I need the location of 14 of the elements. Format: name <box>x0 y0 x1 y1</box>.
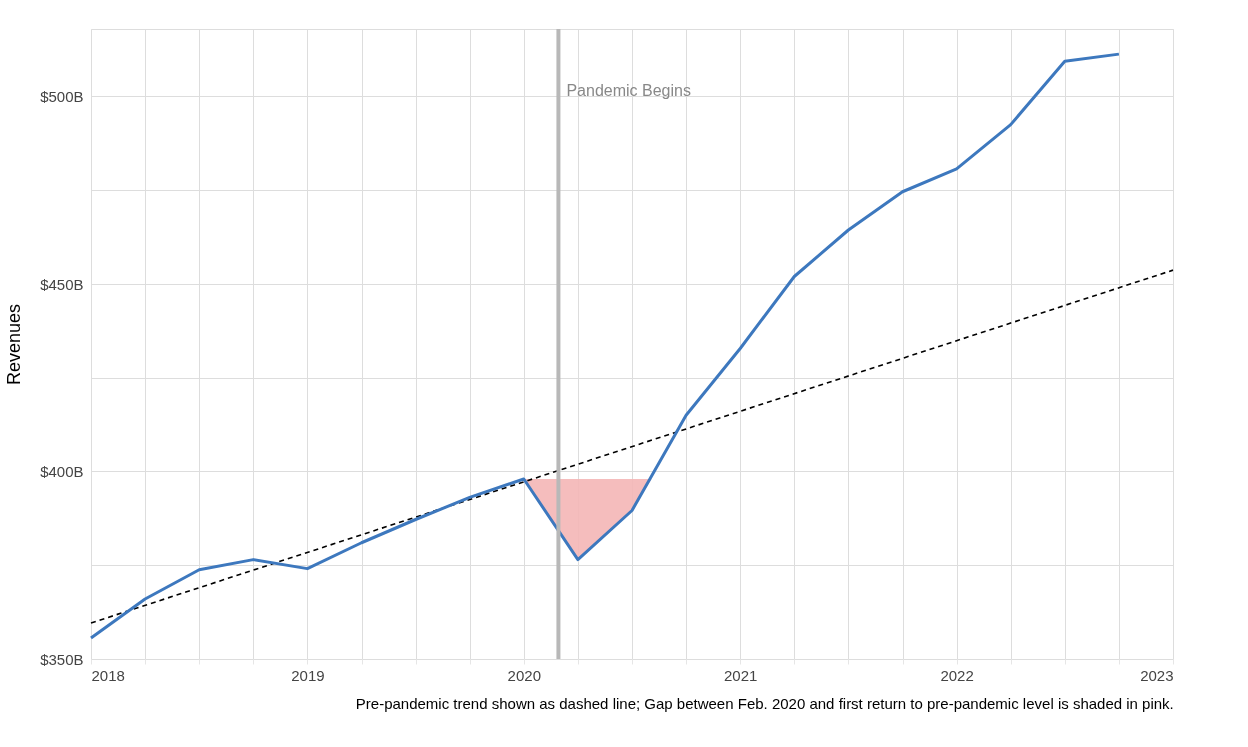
ref-line-label: Pandemic Begins <box>566 82 691 99</box>
text: Pre-pandemic trend shown as dashed line; Gap between Feb. 2020 and first return to pre-pandemic level is shaded in pink. <box>355 695 1174 712</box>
line-series <box>89 52 1121 640</box>
y-tick-label: $500B <box>40 88 84 105</box>
x-tick-label: 2021 <box>724 666 758 684</box>
x-tick-label: 2023 <box>1140 666 1174 684</box>
x-tick-label: 2022 <box>940 666 974 684</box>
y-tick-label: $350B <box>40 650 84 668</box>
y-tick-label: $450B <box>40 275 84 293</box>
x-tick-label: 2020 <box>507 666 541 684</box>
x-tick-label: 2018 <box>91 666 125 684</box>
x-tick-label: 2019 <box>291 666 325 684</box>
y-tick-label: $400B <box>40 463 84 480</box>
y-axis-title: Revenues <box>4 303 25 386</box>
